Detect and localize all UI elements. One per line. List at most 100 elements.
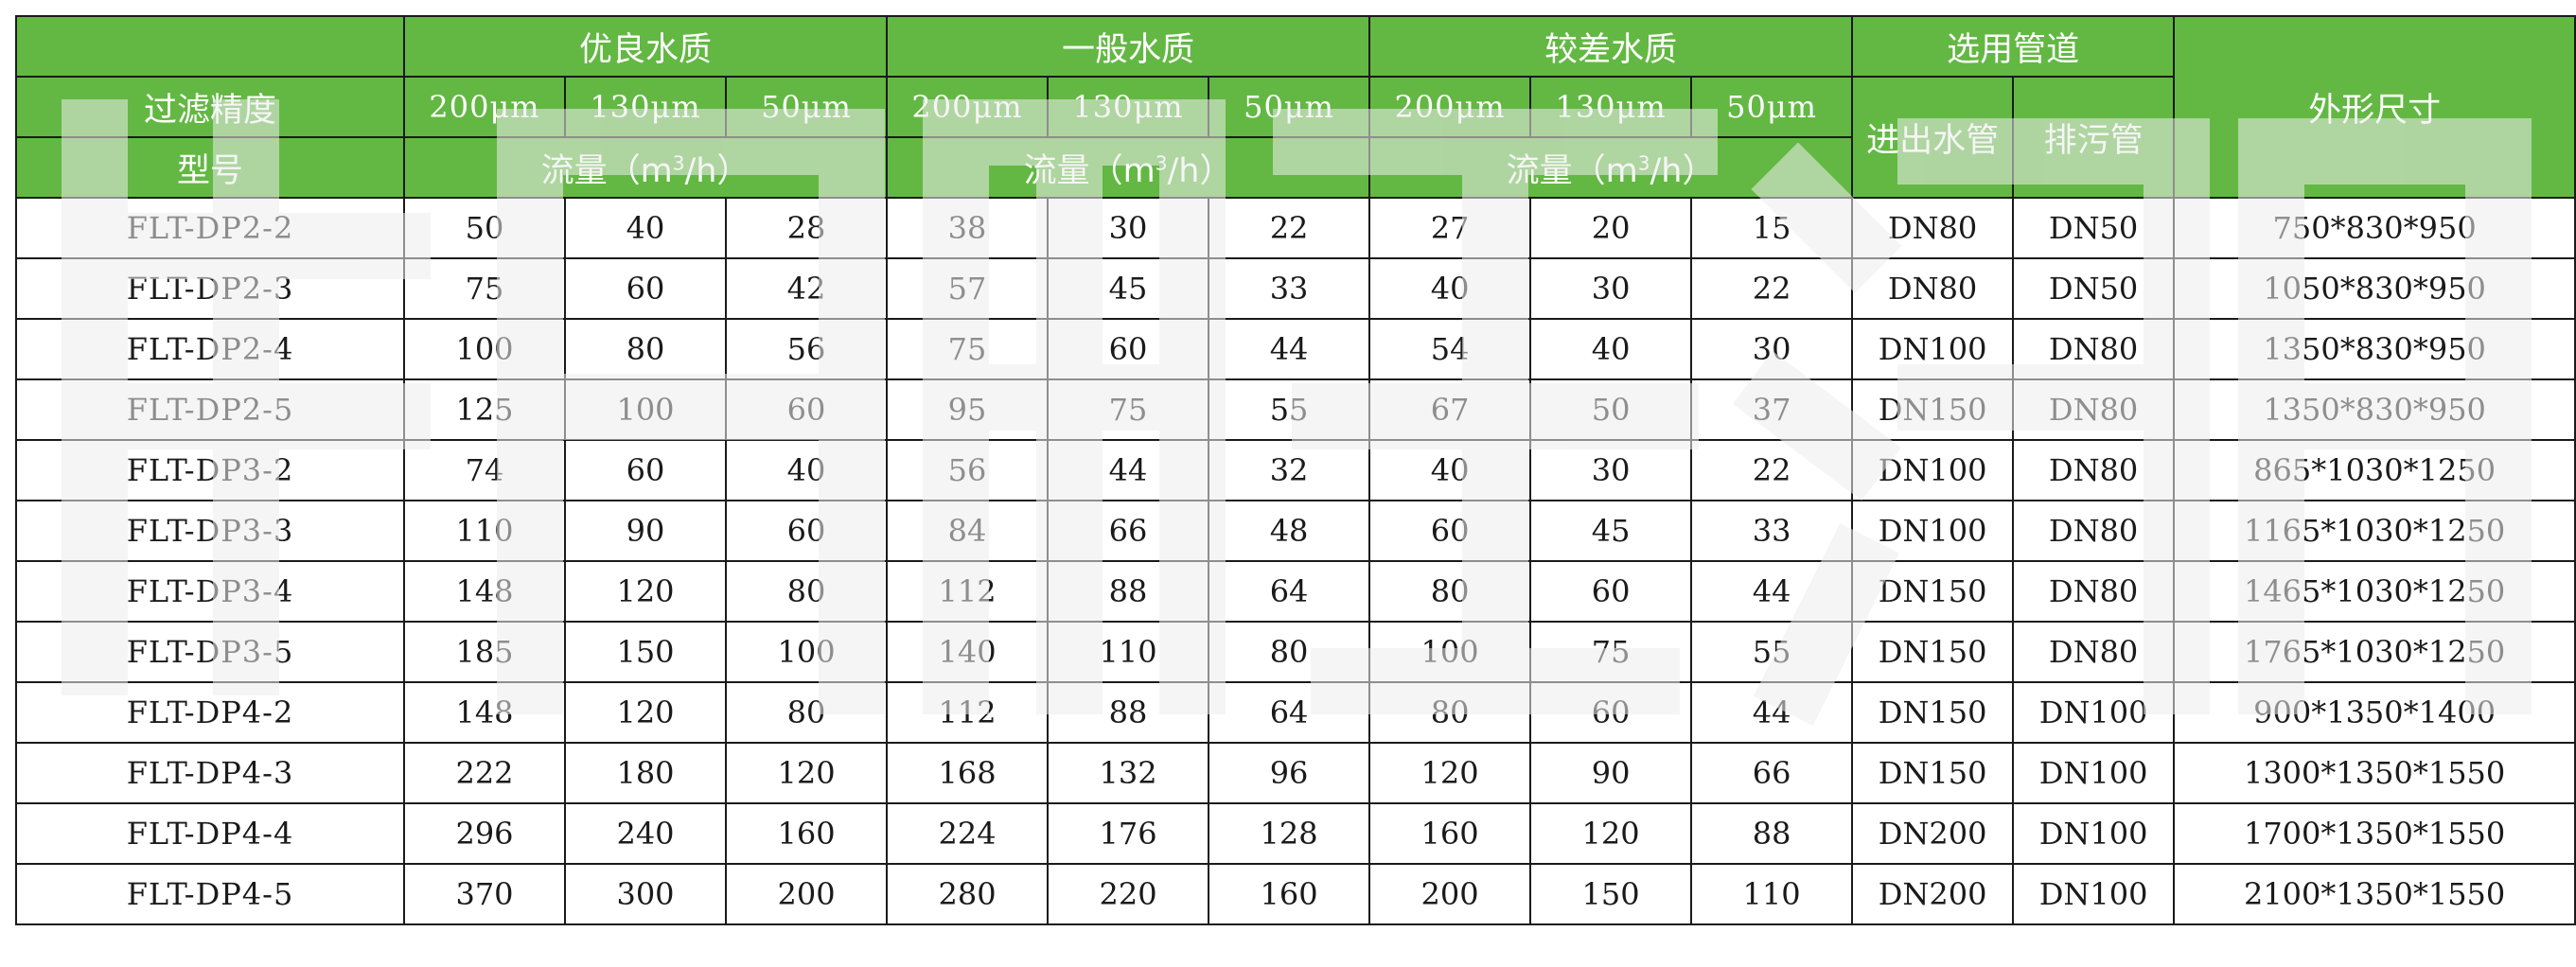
cell-dimensions: 750*830*950 <box>2173 197 2576 259</box>
cell-flow-value: 67 <box>1368 378 1532 441</box>
spec-table-container: 优良水质 一般水质 较差水质 选用管道 外形尺寸 过滤精度 200μm 130μ… <box>15 15 2576 950</box>
cell-flow-value: 120 <box>1529 802 1693 865</box>
cell-model: FLT-DP4-2 <box>15 681 405 744</box>
header-group-excellent: 优良水质 <box>402 15 889 78</box>
cell-flow-value: 22 <box>1208 197 1371 259</box>
cell-flow-value: 148 <box>403 681 566 744</box>
cell-flow-value: 110 <box>1690 863 1854 925</box>
table-row: FLT-DP2-2 50 40 28 38 30 22 27 20 15 DN80 DN50 750*8… <box>15 197 2576 259</box>
cell-flow-value: 56 <box>724 318 889 380</box>
cell-inout-pipe: DN200 <box>1851 863 2015 925</box>
cell-flow-value: 40 <box>564 197 727 259</box>
cell-flow-value: 120 <box>1368 742 1532 804</box>
cell-flow-value: 224 <box>886 802 1050 865</box>
flow-label-sup: 3 <box>1155 150 1168 174</box>
header-inout-pipe: 进出水管 <box>1851 76 2015 199</box>
cell-flow-value: 57 <box>886 257 1050 320</box>
cell-flow-value: 120 <box>564 681 727 744</box>
cell-flow-value: 80 <box>1208 621 1371 683</box>
cell-drain-pipe: DN80 <box>2012 560 2176 623</box>
table-row: FLT-DP4-4 296 240 160 224 176 128 160 120 88 DN200… <box>15 802 2576 865</box>
cell-model: FLT-DP4-5 <box>15 863 405 925</box>
cell-flow-value: 32 <box>1208 439 1371 501</box>
cell-model: FLT-DP3-3 <box>15 500 405 562</box>
table-row: FLT-DP4-3 222 180 120 168 132 96 120 90 66 DN150 DN… <box>15 742 2576 804</box>
cell-inout-pipe: DN150 <box>1851 621 2015 683</box>
cell-flow-value: 110 <box>403 500 566 562</box>
cell-flow-value: 160 <box>1208 863 1371 925</box>
cell-dimensions: 1765*1030*1250 <box>2173 621 2576 683</box>
cell-flow-value: 60 <box>564 257 727 320</box>
cell-flow-value: 128 <box>1208 802 1371 865</box>
header-row-groups: 优良水质 一般水质 较差水质 选用管道 外形尺寸 <box>15 15 2576 199</box>
cell-flow-value: 40 <box>1368 257 1532 320</box>
cell-inout-pipe: DN150 <box>1851 681 2015 744</box>
cell-flow-value: 90 <box>564 500 727 562</box>
cell-dimensions: 1165*1030*1250 <box>2173 500 2576 562</box>
cell-flow-value: 88 <box>1047 560 1210 623</box>
cell-flow-value: 33 <box>1208 257 1371 320</box>
cell-flow-value: 64 <box>1208 681 1371 744</box>
cell-flow-value: 22 <box>1690 439 1854 501</box>
cell-flow-value: 132 <box>1047 742 1210 804</box>
cell-flow-value: 54 <box>1368 318 1532 380</box>
cell-flow-value: 125 <box>403 378 566 441</box>
cell-flow-value: 30 <box>1529 439 1693 501</box>
cell-inout-pipe: DN150 <box>1851 742 2015 804</box>
cell-inout-pipe: DN100 <box>1851 439 2015 501</box>
cell-dimensions: 2100*1350*1550 <box>2173 863 2576 925</box>
cell-flow-value: 80 <box>724 560 889 623</box>
cell-flow-value: 42 <box>724 257 889 320</box>
cell-flow-value: 40 <box>1368 439 1532 501</box>
header-model: 型号 <box>15 136 405 199</box>
cell-inout-pipe: DN80 <box>1851 197 2015 259</box>
cell-flow-value: 20 <box>1529 197 1693 259</box>
cell-flow-value: 160 <box>724 802 889 865</box>
cell-model: FLT-DP4-4 <box>15 802 405 865</box>
cell-flow-value: 27 <box>1368 197 1532 259</box>
cell-flow-value: 150 <box>1529 863 1693 925</box>
cell-flow-value: 112 <box>886 681 1050 744</box>
cell-flow-value: 60 <box>724 378 889 441</box>
header-mesh-cell: 50μm <box>1690 76 1854 138</box>
cell-flow-value: 140 <box>886 621 1050 683</box>
header-mesh-cell: 130μm <box>564 76 727 138</box>
cell-drain-pipe: DN100 <box>2012 681 2176 744</box>
cell-flow-value: 296 <box>403 802 566 865</box>
header-dimensions: 外形尺寸 <box>2173 15 2576 199</box>
cell-flow-value: 150 <box>564 621 727 683</box>
cell-flow-value: 55 <box>1208 378 1371 441</box>
cell-flow-value: 200 <box>1368 863 1532 925</box>
cell-drain-pipe: DN80 <box>2012 378 2176 441</box>
cell-flow-value: 280 <box>886 863 1050 925</box>
cell-dimensions: 1465*1030*1250 <box>2173 560 2576 623</box>
cell-flow-value: 180 <box>564 742 727 804</box>
cell-flow-value: 300 <box>564 863 727 925</box>
cell-flow-value: 120 <box>724 742 889 804</box>
cell-inout-pipe: DN80 <box>1851 257 2015 320</box>
table-row: FLT-DP4-2 148 120 80 112 88 64 80 60 44 DN150 DN100… <box>15 681 2576 744</box>
cell-drain-pipe: DN50 <box>2012 257 2176 320</box>
cell-dimensions: 900*1350*1400 <box>2173 681 2576 744</box>
cell-flow-value: 48 <box>1208 500 1371 562</box>
cell-flow-value: 45 <box>1529 500 1693 562</box>
header-mesh-cell: 130μm <box>1529 76 1693 138</box>
header-flow-excellent: 流量（m3/h） <box>402 136 889 199</box>
header-mesh-cell: 200μm <box>403 76 566 138</box>
cell-flow-value: 64 <box>1208 560 1371 623</box>
cell-flow-value: 120 <box>564 560 727 623</box>
cell-flow-value: 160 <box>1368 802 1532 865</box>
cell-drain-pipe: DN100 <box>2012 742 2176 804</box>
table-row: FLT-DP2-4 100 80 56 75 60 44 54 40 30 DN100 DN80 135… <box>15 318 2576 380</box>
cell-flow-value: 44 <box>1047 439 1210 501</box>
cell-flow-value: 96 <box>1208 742 1371 804</box>
table-row: FLT-DP3-2 74 60 40 56 44 32 40 30 22 DN100 DN80 865*… <box>15 439 2576 501</box>
cell-flow-value: 60 <box>1368 500 1532 562</box>
cell-dimensions: 1300*1350*1550 <box>2173 742 2576 804</box>
cell-flow-value: 148 <box>403 560 566 623</box>
table-row: FLT-DP4-5 370 300 200 280 220 160 200 150 110 DN20… <box>15 863 2576 925</box>
cell-flow-value: 100 <box>724 621 889 683</box>
cell-flow-value: 75 <box>886 318 1050 380</box>
cell-flow-value: 33 <box>1690 500 1854 562</box>
table-row: FLT-DP2-5 125 100 60 95 75 55 67 50 37 DN150 DN80 13… <box>15 378 2576 441</box>
